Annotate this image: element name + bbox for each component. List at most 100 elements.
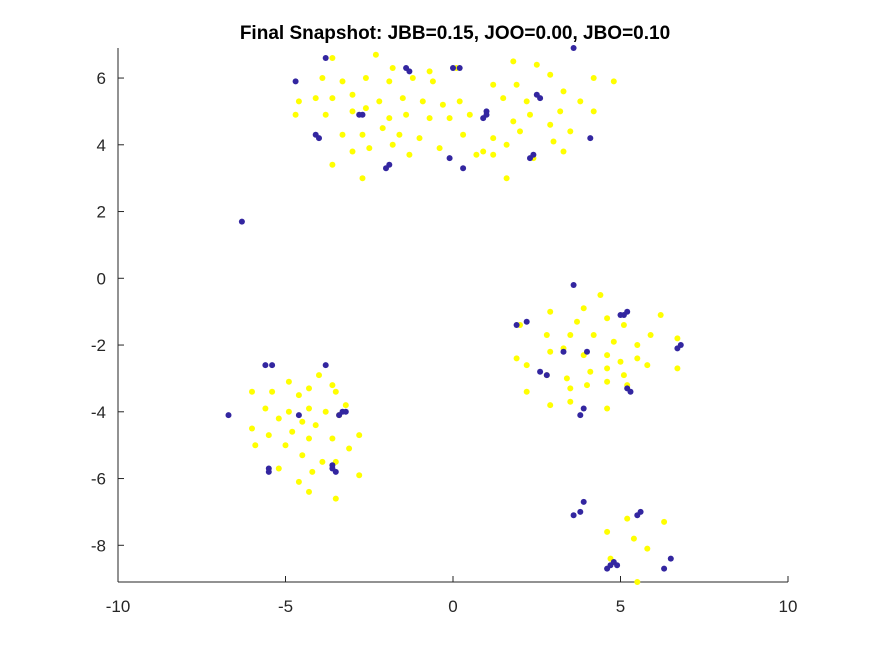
data-point [624, 515, 631, 522]
data-point [295, 98, 302, 105]
data-point [644, 545, 651, 552]
x-tick-label: 0 [448, 597, 457, 616]
data-point [419, 98, 426, 105]
data-point [533, 61, 540, 68]
y-tick-label: -2 [91, 336, 106, 355]
data-point [336, 412, 343, 419]
data-point [329, 55, 336, 61]
data-point [460, 131, 467, 138]
data-point [249, 388, 255, 395]
x-tick-label: 10 [779, 597, 798, 616]
data-point [647, 332, 654, 338]
data-point [275, 415, 282, 422]
data-point [527, 111, 533, 118]
data-point [316, 372, 322, 379]
y-tick-label: 6 [97, 69, 106, 88]
data-point [426, 115, 433, 122]
data-point [513, 355, 520, 362]
data-point [289, 428, 296, 435]
data-point [580, 405, 587, 412]
data-point [567, 128, 574, 135]
data-point [523, 318, 530, 325]
data-point [309, 468, 316, 475]
data-point [604, 528, 611, 535]
y-tick-label: 4 [97, 136, 106, 155]
data-point [456, 65, 463, 71]
data-point [406, 68, 413, 75]
data-point [332, 468, 339, 475]
data-point [389, 141, 396, 148]
data-point [590, 332, 597, 338]
data-point [316, 135, 322, 142]
data-point [523, 388, 530, 395]
data-point [292, 78, 299, 85]
data-point [604, 352, 611, 359]
data-point [563, 375, 570, 382]
data-point [376, 98, 383, 105]
data-point [409, 75, 416, 81]
data-point [349, 91, 356, 98]
series-2 [225, 45, 684, 572]
data-point [674, 335, 681, 342]
data-point [322, 55, 329, 61]
data-point [560, 148, 567, 155]
data-point [617, 312, 624, 318]
data-point [513, 81, 520, 88]
data-point [590, 108, 597, 115]
data-point [617, 358, 624, 365]
data-point [429, 78, 436, 85]
ticks: -10 -5 0 5 10 -8 -6 -4 -2 0 2 4 6 [91, 69, 798, 616]
data-point [624, 308, 631, 315]
data-point [567, 385, 574, 392]
data-point [349, 108, 356, 115]
data-point [322, 408, 329, 415]
data-point [543, 332, 550, 338]
data-point [383, 165, 389, 172]
data-point [610, 338, 617, 345]
data-point [560, 348, 567, 355]
x-tick-label: -10 [106, 597, 131, 616]
data-point [295, 478, 302, 485]
data-point [466, 111, 473, 118]
data-point [657, 312, 664, 318]
data-point [403, 111, 410, 118]
data-point [577, 412, 584, 419]
data-point [306, 488, 312, 495]
data-point [319, 458, 326, 465]
data-point [446, 155, 453, 162]
data-point [282, 442, 289, 449]
data-point [238, 218, 245, 225]
y-tick-label: 2 [97, 203, 106, 222]
data-point [644, 362, 651, 369]
data-point [523, 98, 530, 105]
data-point [590, 75, 597, 81]
data-point [604, 565, 611, 572]
data-point [577, 508, 584, 515]
data-point [342, 408, 349, 415]
data-point [547, 308, 554, 315]
data-point [446, 115, 453, 122]
data-point [329, 382, 336, 389]
data-point [570, 512, 577, 519]
data-point [620, 372, 627, 379]
data-point [356, 111, 363, 118]
data-point [269, 362, 276, 369]
data-point [630, 535, 637, 542]
data-point [547, 71, 554, 78]
data-point [604, 378, 611, 385]
data-point [319, 75, 326, 81]
data-point [292, 111, 299, 118]
data-point [547, 402, 554, 409]
y-tick-label: -6 [91, 470, 106, 489]
data-point [306, 405, 312, 412]
data-point [577, 98, 584, 105]
data-point [306, 385, 312, 392]
data-point [574, 318, 580, 325]
data-point [620, 322, 627, 328]
data-point [285, 408, 292, 415]
data-point [456, 98, 463, 105]
data-point [265, 468, 272, 475]
data-point [500, 95, 507, 102]
data-point [513, 322, 520, 328]
